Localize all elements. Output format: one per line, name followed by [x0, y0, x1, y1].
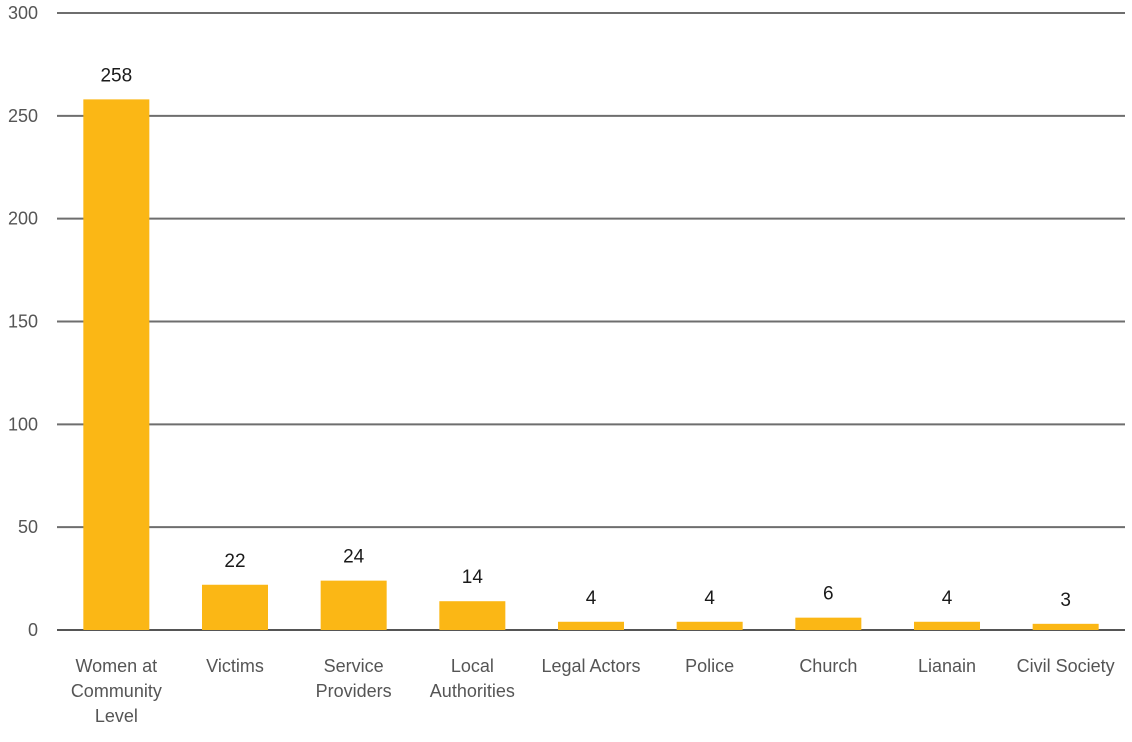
y-tick-label: 0 [28, 620, 38, 640]
y-tick-label: 250 [8, 106, 38, 126]
bars [83, 99, 1099, 630]
category-label: Lianain [918, 656, 976, 676]
y-tick-label: 300 [8, 3, 38, 23]
bar [558, 621, 624, 630]
category-label: Local Authorities [430, 656, 515, 701]
y-axis-tick-labels: 0 50 100 150 200 250 300 [8, 3, 38, 640]
data-label: 4 [586, 588, 597, 609]
category-label: Women at Community Level [71, 656, 162, 726]
data-label: 4 [942, 588, 953, 609]
y-tick-label: 50 [18, 517, 38, 537]
category-label: Police [685, 656, 734, 676]
bar [202, 584, 268, 630]
bar [1032, 623, 1099, 630]
y-tick-label: 150 [8, 312, 38, 332]
data-label: 3 [1060, 590, 1071, 611]
category-label: Church [799, 656, 857, 676]
category-label: Service Providers [316, 656, 392, 701]
data-label: 6 [823, 584, 834, 605]
data-label: 14 [462, 567, 484, 588]
bar [795, 617, 862, 630]
x-axis-category-labels: Women at Community Level Victims Service Prov… [71, 656, 1115, 726]
bar [914, 621, 980, 630]
bar [676, 621, 743, 630]
y-tick-label: 100 [8, 414, 38, 434]
data-label: 24 [343, 547, 365, 568]
gridlines [57, 12, 1125, 631]
bar [320, 580, 387, 630]
data-label: 4 [704, 588, 715, 609]
data-label: 22 [224, 551, 245, 572]
category-label: Legal Actors [541, 656, 640, 676]
category-label: Victims [206, 656, 264, 676]
y-tick-label: 200 [8, 209, 38, 229]
data-label: 258 [100, 65, 132, 86]
bar [439, 601, 506, 630]
bar [83, 99, 150, 630]
category-label: Civil Society [1017, 656, 1115, 676]
data-labels: 258 22 24 14 4 4 6 4 3 [100, 65, 1070, 610]
